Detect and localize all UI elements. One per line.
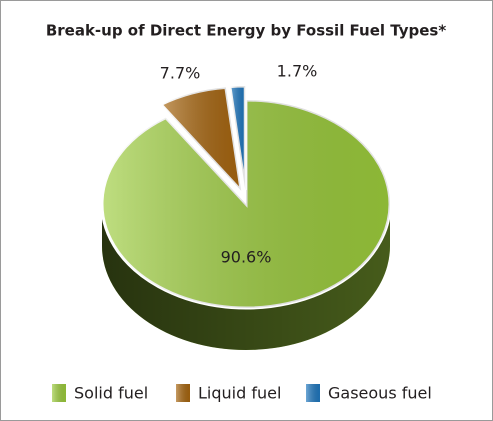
chart-title: Break-up of Direct Energy by Fossil Fuel… (46, 22, 447, 40)
slice-shine (101, 100, 390, 308)
slice-shine (229, 86, 246, 191)
legend-swatch-shine (52, 384, 66, 402)
slice-shine (161, 87, 242, 191)
data-label: 90.6% (221, 248, 272, 267)
data-label: 1.7% (277, 62, 318, 81)
legend-label: Gaseous fuel (328, 384, 432, 403)
legend-swatch-shine (176, 384, 190, 402)
pie: 90.6% 7.7% 1.7% (100, 62, 392, 350)
legend-label: Solid fuel (74, 384, 148, 403)
data-label: 7.7% (160, 64, 201, 83)
legend: Solid fuel Liquid fuel Gaseous fuel (52, 384, 432, 403)
legend-swatch-shine (306, 384, 320, 402)
legend-label: Liquid fuel (198, 384, 281, 403)
slice-side-shade (102, 204, 390, 350)
